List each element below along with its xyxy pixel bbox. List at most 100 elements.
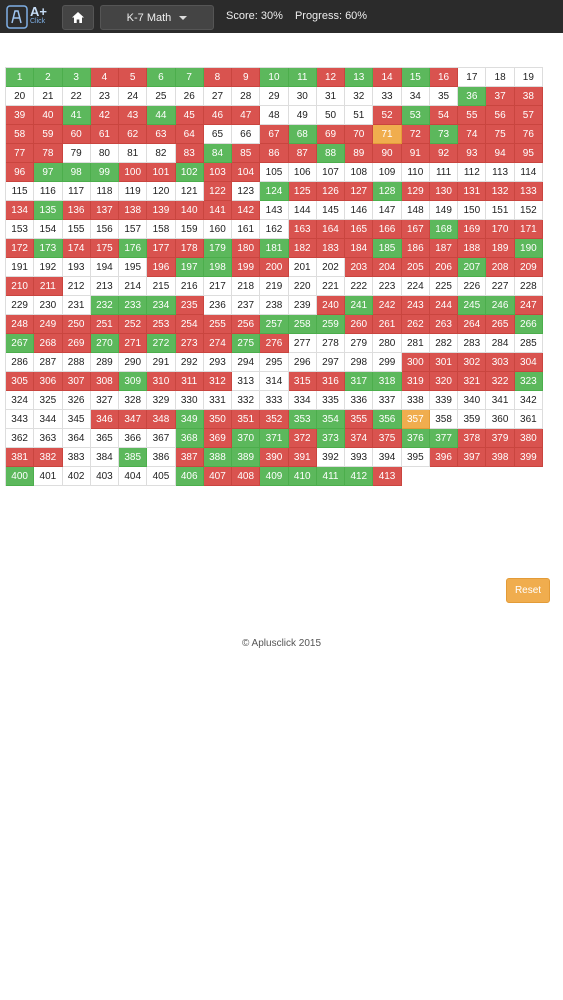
- number-cell[interactable]: 195: [119, 258, 148, 277]
- number-cell[interactable]: 334: [288, 391, 317, 410]
- number-cell[interactable]: 328: [119, 391, 148, 410]
- number-cell[interactable]: 401: [34, 467, 63, 486]
- number-cell[interactable]: 357: [401, 410, 430, 429]
- number-cell[interactable]: 318: [373, 372, 402, 391]
- number-cell[interactable]: 158: [147, 220, 176, 239]
- number-cell[interactable]: 208: [486, 258, 515, 277]
- number-cell[interactable]: 244: [429, 296, 459, 315]
- number-cell[interactable]: 109: [373, 163, 402, 182]
- number-cell[interactable]: 249: [34, 315, 63, 334]
- number-cell[interactable]: 83: [175, 144, 204, 163]
- number-cell[interactable]: 188: [458, 239, 487, 258]
- number-cell[interactable]: 138: [119, 201, 148, 220]
- number-cell[interactable]: 143: [260, 201, 289, 220]
- number-cell[interactable]: 192: [34, 258, 63, 277]
- number-cell[interactable]: 203: [345, 258, 374, 277]
- number-cell[interactable]: 352: [260, 410, 289, 429]
- number-cell[interactable]: 98: [62, 163, 91, 182]
- number-cell[interactable]: 217: [203, 277, 233, 296]
- number-cell[interactable]: 394: [373, 448, 402, 467]
- number-cell[interactable]: 156: [90, 220, 120, 239]
- number-cell[interactable]: 397: [458, 448, 487, 467]
- number-cell[interactable]: 47: [232, 106, 261, 125]
- number-cell[interactable]: 64: [175, 125, 204, 144]
- number-cell[interactable]: 410: [288, 467, 317, 486]
- number-cell[interactable]: 54: [429, 106, 459, 125]
- number-cell[interactable]: 140: [175, 201, 204, 220]
- number-cell[interactable]: 28: [232, 87, 261, 106]
- number-cell[interactable]: 189: [486, 239, 515, 258]
- number-cell[interactable]: 309: [119, 372, 148, 391]
- number-cell[interactable]: 124: [260, 182, 289, 201]
- number-cell[interactable]: 329: [147, 391, 176, 410]
- number-cell[interactable]: 182: [288, 239, 317, 258]
- number-cell[interactable]: 338: [401, 391, 430, 410]
- number-cell[interactable]: 236: [203, 296, 233, 315]
- number-cell[interactable]: 276: [260, 334, 289, 353]
- number-cell[interactable]: 209: [514, 258, 543, 277]
- number-cell[interactable]: 301: [429, 353, 459, 372]
- number-cell[interactable]: 181: [260, 239, 289, 258]
- number-cell[interactable]: 239: [288, 296, 317, 315]
- number-cell[interactable]: 214: [119, 277, 148, 296]
- number-cell[interactable]: 49: [288, 106, 317, 125]
- number-cell[interactable]: 315: [288, 372, 317, 391]
- number-cell[interactable]: 406: [175, 467, 204, 486]
- number-cell[interactable]: 356: [373, 410, 402, 429]
- number-cell[interactable]: 43: [119, 106, 148, 125]
- number-cell[interactable]: 317: [345, 372, 374, 391]
- number-cell[interactable]: 224: [401, 277, 430, 296]
- number-cell[interactable]: 55: [458, 106, 487, 125]
- number-cell[interactable]: 163: [288, 220, 317, 239]
- number-cell[interactable]: 145: [316, 201, 346, 220]
- number-cell[interactable]: 201: [288, 258, 317, 277]
- number-cell[interactable]: 265: [486, 315, 515, 334]
- number-cell[interactable]: 185: [373, 239, 402, 258]
- number-cell[interactable]: 13: [345, 68, 374, 87]
- number-cell[interactable]: 103: [203, 163, 233, 182]
- number-cell[interactable]: 97: [34, 163, 63, 182]
- number-cell[interactable]: 306: [34, 372, 63, 391]
- number-cell[interactable]: 33: [373, 87, 402, 106]
- number-cell[interactable]: 96: [6, 163, 35, 182]
- number-cell[interactable]: 259: [316, 315, 346, 334]
- number-cell[interactable]: 391: [288, 448, 317, 467]
- number-cell[interactable]: 50: [316, 106, 346, 125]
- number-cell[interactable]: 72: [401, 125, 430, 144]
- number-cell[interactable]: 322: [486, 372, 515, 391]
- number-cell[interactable]: 286: [6, 353, 35, 372]
- number-cell[interactable]: 157: [119, 220, 148, 239]
- number-cell[interactable]: 19: [514, 68, 543, 87]
- number-cell[interactable]: 374: [345, 429, 374, 448]
- number-cell[interactable]: 186: [401, 239, 430, 258]
- number-cell[interactable]: 4: [90, 68, 120, 87]
- number-cell[interactable]: 321: [458, 372, 487, 391]
- number-cell[interactable]: 184: [345, 239, 374, 258]
- number-cell[interactable]: 207: [458, 258, 487, 277]
- number-cell[interactable]: 363: [34, 429, 63, 448]
- number-cell[interactable]: 117: [62, 182, 91, 201]
- number-cell[interactable]: 148: [401, 201, 430, 220]
- number-cell[interactable]: 38: [514, 87, 543, 106]
- number-cell[interactable]: 20: [6, 87, 35, 106]
- number-cell[interactable]: 287: [34, 353, 63, 372]
- number-cell[interactable]: 350: [203, 410, 233, 429]
- number-cell[interactable]: 168: [429, 220, 459, 239]
- number-cell[interactable]: 251: [90, 315, 120, 334]
- number-cell[interactable]: 216: [175, 277, 204, 296]
- number-cell[interactable]: 293: [203, 353, 233, 372]
- number-cell[interactable]: 253: [147, 315, 176, 334]
- number-cell[interactable]: 278: [316, 334, 346, 353]
- number-cell[interactable]: 66: [232, 125, 261, 144]
- number-cell[interactable]: 312: [203, 372, 233, 391]
- number-cell[interactable]: 146: [345, 201, 374, 220]
- number-cell[interactable]: 144: [288, 201, 317, 220]
- number-cell[interactable]: 335: [316, 391, 346, 410]
- number-cell[interactable]: 359: [458, 410, 487, 429]
- number-cell[interactable]: 296: [288, 353, 317, 372]
- number-cell[interactable]: 134: [6, 201, 35, 220]
- number-cell[interactable]: 403: [90, 467, 120, 486]
- number-cell[interactable]: 311: [175, 372, 204, 391]
- number-cell[interactable]: 304: [514, 353, 543, 372]
- number-cell[interactable]: 393: [345, 448, 374, 467]
